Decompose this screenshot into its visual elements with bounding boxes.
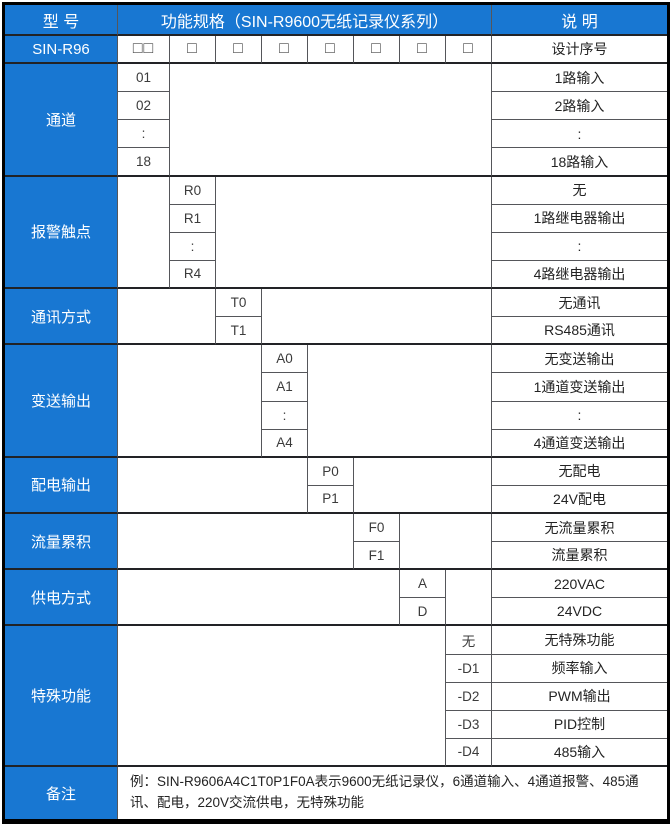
code-placeholder-cell: □ [446, 36, 492, 65]
code-placeholder-cell: □ [216, 36, 262, 65]
desc-cell: 无流量累积 [492, 513, 667, 543]
desc-cell: 4路继电器输出 [492, 260, 667, 290]
spacer-cell [118, 457, 308, 514]
code-cell: 无 [446, 626, 492, 655]
spacer-cell [118, 345, 262, 458]
desc-cell: : [492, 232, 667, 261]
code-cell: P0 [308, 457, 354, 486]
spacer-cell [170, 64, 492, 177]
code-cell: -D1 [446, 654, 492, 683]
section-label-flow: 流量累积 [5, 513, 118, 571]
desc-cell: 1通道变送输出 [492, 373, 667, 402]
spacer-cell [446, 570, 492, 627]
spacer-cell [118, 626, 446, 767]
code-cell: A1 [262, 373, 308, 402]
section-label-retransmit: 变送输出 [5, 345, 118, 458]
code-cell: 02 [118, 92, 170, 121]
section-label-power-dist: 配电输出 [5, 457, 118, 514]
code-placeholder-cell: □□ [118, 36, 170, 65]
code-placeholder-cell: □ [400, 36, 446, 65]
code-cell: R1 [170, 204, 216, 233]
desc-cell: 485输入 [492, 738, 667, 767]
header-spec: 功能规格（SIN-R9600无纸记录仪系列） [118, 5, 492, 36]
spacer-cell [262, 289, 492, 346]
desc-cell: 18路输入 [492, 148, 667, 177]
code-cell: -D2 [446, 682, 492, 711]
desc-cell: 无变送输出 [492, 345, 667, 374]
spacer-cell [354, 457, 492, 514]
spacer-cell [118, 176, 170, 290]
desc-cell: RS485通讯 [492, 317, 667, 346]
desc-cell: 220VAC [492, 570, 667, 599]
desc-cell: 4通道变送输出 [492, 429, 667, 458]
desc-cell: 1路输入 [492, 64, 667, 93]
spacer-cell [118, 513, 354, 571]
section-label-comm: 通讯方式 [5, 289, 118, 346]
spacer-cell [308, 345, 492, 458]
desc-cell: : [492, 401, 667, 430]
code-cell: T0 [216, 289, 262, 318]
spacer-cell [118, 289, 216, 346]
header-desc: 说 明 [492, 5, 667, 36]
model-prefix: SIN-R96 [5, 36, 118, 65]
desc-cell: : [492, 120, 667, 149]
spacer-cell [216, 176, 492, 290]
desc-cell: 1路继电器输出 [492, 204, 667, 233]
code-cell: T1 [216, 317, 262, 346]
code-placeholder-cell: □ [262, 36, 308, 65]
code-cell: R4 [170, 260, 216, 290]
section-label-alarm: 报警触点 [5, 176, 118, 290]
code-cell: A4 [262, 429, 308, 458]
desc-cell: 设计序号 [492, 36, 667, 65]
code-cell: A [400, 570, 446, 599]
code-cell: -D4 [446, 738, 492, 767]
code-placeholder-cell: □ [308, 36, 354, 65]
spacer-cell [400, 513, 492, 571]
desc-cell: PID控制 [492, 710, 667, 739]
code-placeholder-cell: □ [354, 36, 400, 65]
desc-cell: 无通讯 [492, 289, 667, 318]
desc-cell: 24V配电 [492, 485, 667, 514]
desc-cell: 无 [492, 176, 667, 205]
header-model: 型 号 [5, 5, 118, 36]
section-label-remark: 备注 [5, 767, 118, 819]
code-cell: : [118, 120, 170, 149]
desc-cell: 频率输入 [492, 654, 667, 683]
code-cell: -D3 [446, 710, 492, 739]
code-cell: P1 [308, 485, 354, 514]
code-cell: R0 [170, 176, 216, 205]
desc-cell: 无配电 [492, 457, 667, 486]
section-label-supply: 供电方式 [5, 570, 118, 627]
section-label-special: 特殊功能 [5, 626, 118, 767]
spacer-cell [118, 570, 400, 627]
code-cell: : [170, 232, 216, 261]
code-cell: 18 [118, 148, 170, 177]
desc-cell: PWM输出 [492, 682, 667, 711]
code-cell: 01 [118, 64, 170, 93]
code-placeholder-cell: □ [170, 36, 216, 65]
desc-cell: 2路输入 [492, 92, 667, 121]
section-label-channel: 通道 [5, 64, 118, 177]
code-cell: F1 [354, 542, 400, 571]
code-cell: : [262, 401, 308, 430]
remark-text: 例：SIN-R9606A4C1T0P1F0A表示9600无纸记录仪，6通道输入、… [118, 767, 667, 819]
desc-cell: 24VDC [492, 598, 667, 627]
code-cell: A0 [262, 345, 308, 374]
desc-cell: 流量累积 [492, 542, 667, 571]
code-cell: D [400, 598, 446, 627]
code-cell: F0 [354, 513, 400, 543]
desc-cell: 无特殊功能 [492, 626, 667, 655]
